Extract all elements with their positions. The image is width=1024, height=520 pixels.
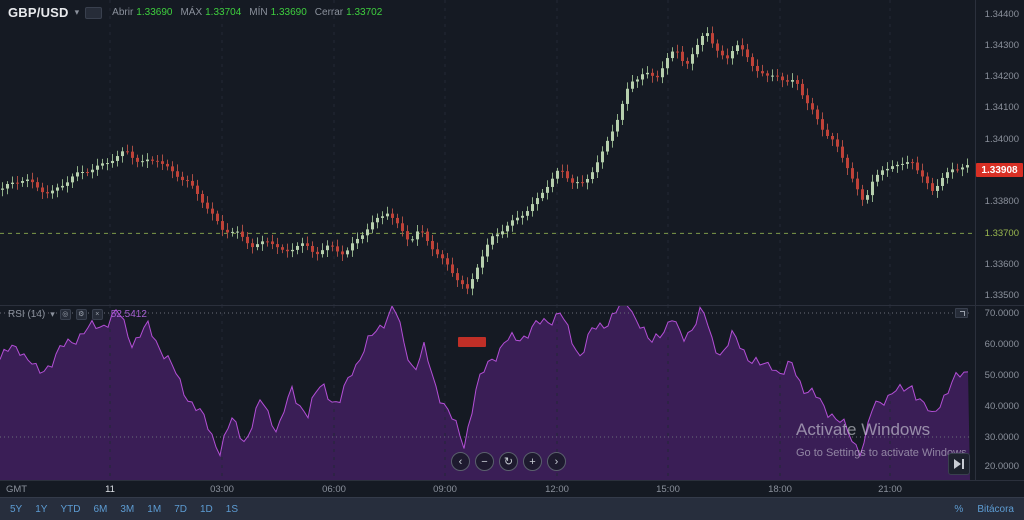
price-axis-label: 1.34400: [984, 9, 1019, 20]
price-axis[interactable]: 1.34400 1.34300 1.34200 1.34100 1.34000 1.338…: [976, 0, 1024, 480]
price-axis-label: 1.34100: [984, 102, 1019, 113]
time-axis-label: 21:00: [878, 484, 902, 495]
ohlc-item: MÍN 1.33690: [249, 7, 307, 18]
ohlc-label: MÁX: [180, 7, 203, 18]
range-button-1s[interactable]: 1S: [225, 503, 239, 515]
current-price-tag: 1.33908: [976, 163, 1023, 177]
zoom-in-button[interactable]: +: [523, 452, 542, 471]
time-axis-label: 03:00: [210, 484, 234, 495]
chevron-down-icon[interactable]: ▾: [50, 309, 55, 319]
rsi-alert-badge[interactable]: [458, 337, 486, 347]
close-icon[interactable]: ×: [91, 309, 103, 320]
price-axis-label: 1.33600: [984, 259, 1019, 270]
time-axis-label: 11: [105, 484, 115, 495]
price-axis-label: 1.34000: [984, 134, 1019, 145]
axis-divider: [975, 0, 976, 480]
price-axis-label: 1.33800: [984, 196, 1019, 207]
range-buttons: 5Y 1Y YTD 6M 3M 1M 7D 1D 1S: [10, 504, 238, 515]
symbol-label[interactable]: GBP/USD: [8, 5, 69, 20]
scroll-right-button[interactable]: ›: [547, 452, 566, 471]
rsi-chart[interactable]: [0, 305, 975, 480]
range-button-7d[interactable]: 7D: [174, 503, 187, 515]
rsi-axis-label: 30.0000: [984, 432, 1019, 443]
range-button-6m[interactable]: 6M: [93, 503, 108, 515]
time-axis-label: 09:00: [433, 484, 457, 495]
ohlc-value: 1.33702: [346, 7, 383, 18]
toolbar-right: % Bitácora: [954, 504, 1014, 515]
rsi-header: RSI (14) ▾ ◎ ⚙ × 52.5412: [8, 309, 147, 320]
chart-nav: ‹ − ↻ + ›: [451, 452, 566, 471]
rsi-value: 52.5412: [110, 309, 147, 320]
rsi-axis-label: 50.0000: [984, 370, 1019, 381]
ohlc-label: MÍN: [249, 7, 268, 18]
range-button-1m[interactable]: 1M: [147, 503, 162, 515]
ohlc-label: Abrir: [112, 7, 134, 18]
range-button-5y[interactable]: 5Y: [10, 503, 23, 515]
skip-forward-icon: [954, 459, 964, 469]
rsi-axis-label: 20.0000: [984, 461, 1019, 472]
range-button-ytd[interactable]: YTD: [60, 503, 81, 515]
ohlc-value: 1.33690: [270, 7, 307, 18]
ohlc-item: Cerrar 1.33702: [315, 7, 383, 18]
rsi-title[interactable]: RSI (14): [8, 309, 46, 320]
ohlc-readout: Abrir 1.33690 MÁX 1.33704 MÍN 1.33690 Cerrar 1.…: [112, 7, 382, 18]
range-button-1d[interactable]: 1D: [199, 503, 213, 515]
time-axis[interactable]: GMT 11 03:00 06:00 09:00 12:00 15:00 18:00 21:0…: [0, 480, 1024, 497]
ohlc-item: Abrir 1.33690: [112, 7, 172, 18]
range-button-1y[interactable]: 1Y: [35, 503, 48, 515]
price-axis-label: 1.34300: [984, 40, 1019, 51]
price-axis-label: 1.33700: [984, 228, 1019, 239]
price-chart[interactable]: [0, 0, 975, 305]
time-axis-label: 12:00: [545, 484, 569, 495]
range-toolbar: 5Y 1Y YTD 6M 3M 1M 7D 1D 1S % Bitácora: [0, 497, 1024, 520]
settings-gear-icon[interactable]: ⚙: [75, 309, 87, 320]
rsi-axis-label: 70.0000: [984, 308, 1019, 319]
ohlc-item: MÁX 1.33704: [180, 7, 241, 18]
time-axis-label: 15:00: [656, 484, 680, 495]
price-axis-label: 1.34200: [984, 71, 1019, 82]
toolbar-item-bitcora[interactable]: Bitácora: [977, 503, 1014, 515]
time-axis-label: 06:00: [322, 484, 346, 495]
ohlc-value: 1.33704: [205, 7, 242, 18]
ohlc-value: 1.33690: [136, 7, 173, 18]
zoom-out-button[interactable]: −: [475, 452, 494, 471]
rsi-axis-label: 60.0000: [984, 339, 1019, 350]
chart-type-badge[interactable]: [85, 6, 103, 19]
toolbar-item-%[interactable]: %: [954, 503, 964, 515]
range-button-3m[interactable]: 3M: [120, 503, 135, 515]
symbol-header: GBP/USD ▾ Abrir 1.33690 MÁX 1.33704 MÍN 1.336…: [8, 5, 382, 20]
timezone-label[interactable]: GMT: [6, 484, 28, 495]
pane-divider[interactable]: [0, 305, 1024, 306]
reset-view-button[interactable]: ↻: [499, 452, 518, 471]
visibility-icon[interactable]: ◎: [59, 309, 71, 320]
ohlc-label: Cerrar: [314, 7, 344, 18]
rsi-axis-label: 40.0000: [984, 401, 1019, 412]
time-axis-label: 18:00: [768, 484, 792, 495]
skip-to-latest-button[interactable]: [948, 453, 970, 475]
price-axis-label: 1.33500: [984, 290, 1019, 301]
chevron-down-icon[interactable]: ▾: [74, 7, 80, 17]
panel-expand-icon[interactable]: [955, 308, 968, 318]
scroll-left-button[interactable]: ‹: [451, 452, 470, 471]
